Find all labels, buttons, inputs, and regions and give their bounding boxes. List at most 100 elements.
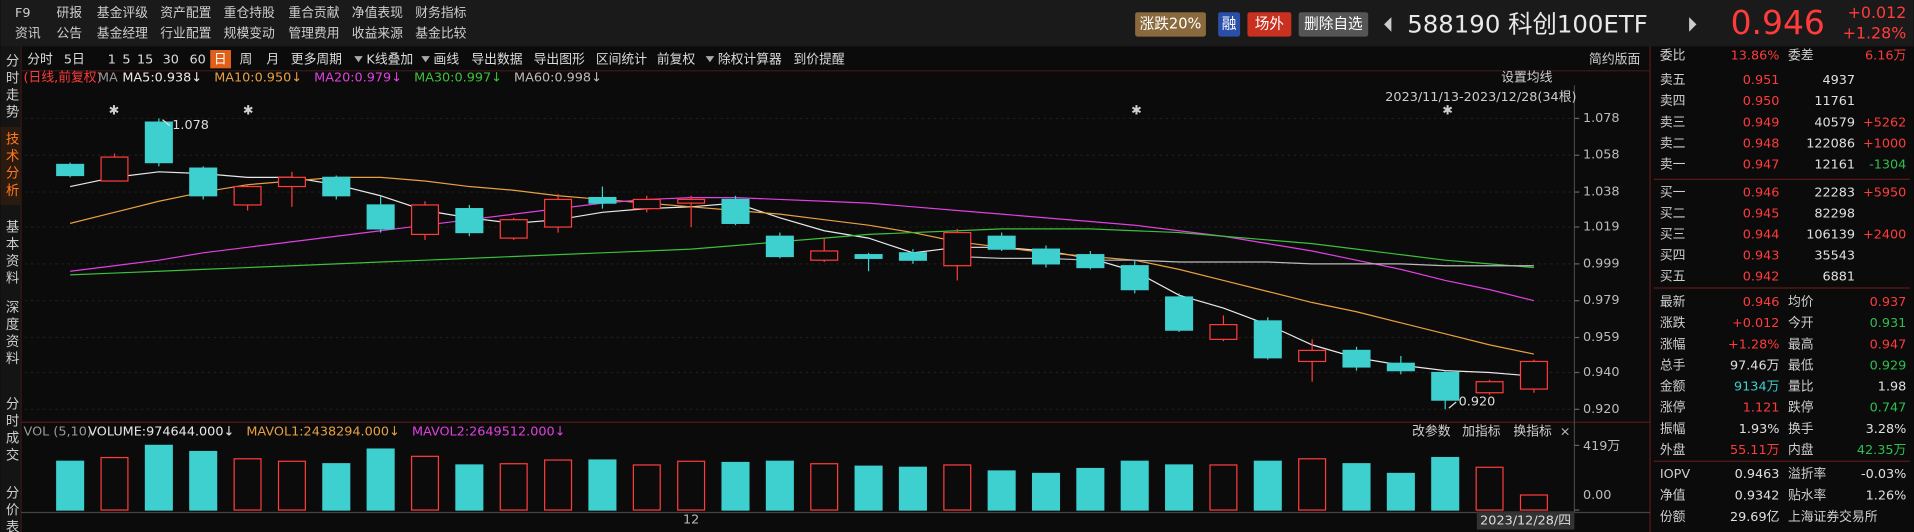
menu-item[interactable]: 基金经理: [97, 26, 148, 42]
volume-bar: [943, 464, 972, 511]
menu-item[interactable]: 行业配置: [160, 27, 211, 42]
ma-settings[interactable]: 设置均线: [1501, 71, 1552, 86]
toolbar-item[interactable]: K线叠加: [366, 52, 413, 67]
dropdown-arrow[interactable]: [354, 56, 363, 63]
stat-value: 1.121: [1743, 401, 1780, 416]
event-marker[interactable]: ✱: [108, 104, 119, 119]
toolbar-item[interactable]: 导出数据: [471, 52, 522, 67]
ma-line: [70, 228, 1534, 276]
book-change: -1304: [1869, 157, 1906, 172]
header-button[interactable]: 涨跌20%: [1140, 15, 1202, 32]
y-tick-label: 0.920: [1583, 402, 1620, 417]
indicator-button[interactable]: 换指标: [1513, 424, 1552, 439]
volume-bar: [1120, 460, 1149, 511]
book-price: 0.943: [1743, 249, 1780, 264]
header-button[interactable]: 场外: [1255, 15, 1285, 32]
volume-bar: [233, 458, 262, 511]
toolbar-item[interactable]: 月: [266, 52, 279, 67]
volume-bar: [56, 460, 85, 511]
event-marker[interactable]: ✱: [1442, 104, 1453, 119]
header-button[interactable]: 删除自选: [1304, 15, 1363, 32]
side-tab[interactable]: 技术分析: [3, 132, 20, 201]
side-tab[interactable]: 基本资料: [3, 218, 20, 288]
stat-label: 最低: [1788, 358, 1814, 373]
layout-toggle[interactable]: 简约版面: [1589, 52, 1640, 67]
menu-item[interactable]: 重仓持股: [224, 5, 275, 21]
header-button-bg[interactable]: [1247, 12, 1292, 37]
candle-body: [1031, 248, 1061, 265]
stat-label: 最高: [1788, 336, 1814, 352]
toolbar-item[interactable]: 前复权: [657, 51, 696, 67]
dropdown-arrow[interactable]: [705, 56, 715, 63]
menu-item[interactable]: 管理费用: [288, 27, 339, 42]
prev-arrow[interactable]: [1384, 17, 1392, 32]
menu-item[interactable]: 资讯: [15, 27, 41, 42]
toolbar-item[interactable]: 30: [163, 52, 179, 67]
volume-bar: [455, 464, 484, 511]
menu-item[interactable]: 研报: [57, 6, 83, 21]
menu-item[interactable]: 净值表现: [352, 5, 403, 21]
event-marker[interactable]: ✱: [1131, 104, 1142, 119]
menu-item[interactable]: 公告: [57, 27, 83, 42]
menu-item[interactable]: 规模变动: [224, 26, 275, 42]
book-price: 0.950: [1743, 94, 1780, 109]
candle-body: [765, 235, 794, 258]
toolbar-item[interactable]: 60: [190, 52, 206, 67]
toolbar-item[interactable]: 15: [137, 52, 153, 67]
fund-value: 29.69亿: [1730, 510, 1779, 525]
volume-bar: [366, 448, 395, 511]
volume-bar: [189, 450, 218, 511]
menu-item[interactable]: 收益来源: [352, 27, 403, 42]
fund-value: -0.03%: [1861, 467, 1906, 482]
header-button[interactable]: 融: [1222, 15, 1237, 32]
toolbar-item[interactable]: 分时: [27, 52, 53, 67]
next-arrow[interactable]: [1689, 17, 1697, 32]
dropdown-arrow[interactable]: [421, 56, 430, 63]
side-tab[interactable]: 分时走势: [3, 53, 20, 122]
candle-body: [1519, 360, 1548, 390]
side-tab[interactable]: 深度资料: [3, 300, 20, 369]
volume-bar: [1475, 466, 1504, 511]
volume-bar: [677, 460, 706, 511]
fund-value: 0.9463: [1735, 467, 1780, 482]
header-button-bg[interactable]: [1298, 12, 1369, 37]
ma-line: [70, 171, 1534, 377]
menu-item[interactable]: 财务指标: [415, 5, 466, 21]
toolbar-active[interactable]: [210, 50, 231, 69]
toolbar-item[interactable]: 周: [240, 52, 253, 67]
toolbar-item[interactable]: 到价提醒: [793, 51, 844, 67]
volume-bar: [1209, 464, 1238, 511]
y-tick-label: 1.058: [1583, 148, 1620, 163]
header-button-bg[interactable]: [1218, 12, 1241, 37]
y-tick-label: 419万: [1583, 439, 1620, 454]
toolbar-item[interactable]: 区间统计: [596, 52, 647, 67]
toolbar-item[interactable]: 5: [122, 52, 130, 67]
menu-item[interactable]: 重合贡献: [288, 5, 339, 21]
menu-item[interactable]: 基金评级: [97, 5, 148, 21]
side-tab[interactable]: 分时成交: [3, 396, 20, 465]
volume-bar: [144, 444, 173, 511]
event-markers: ✱ ✱ ✱ ✱: [108, 104, 1452, 119]
candle-body: [1386, 362, 1415, 372]
header-button-bg[interactable]: [1135, 12, 1206, 37]
toolbar-item[interactable]: 日: [214, 52, 227, 67]
close-button[interactable]: ×: [1560, 424, 1571, 439]
toolbar-item[interactable]: 1: [108, 52, 116, 67]
indicator-button[interactable]: 加指标: [1462, 424, 1501, 439]
toolbar-item[interactable]: 5日: [64, 52, 85, 67]
book-price: 0.945: [1743, 206, 1780, 221]
stat-value: 0.931: [1870, 316, 1907, 331]
menu-item[interactable]: 资产配置: [160, 6, 211, 21]
book-label: 卖一: [1660, 157, 1686, 172]
side-tab[interactable]: 分价表: [3, 485, 20, 532]
indicator-button[interactable]: 改参数: [1412, 423, 1451, 439]
toolbar-item[interactable]: 更多周期: [291, 52, 342, 67]
candle-body: [1298, 349, 1327, 363]
event-marker[interactable]: ✱: [243, 104, 254, 119]
toolbar-item[interactable]: 导出图形: [534, 52, 585, 67]
toolbar-item[interactable]: 除权计算器: [718, 51, 782, 67]
volume-bar: [100, 456, 129, 511]
menu-item[interactable]: 基金比较: [415, 26, 466, 42]
menu-item[interactable]: F9: [15, 6, 31, 21]
toolbar-item[interactable]: 画线: [434, 52, 460, 67]
